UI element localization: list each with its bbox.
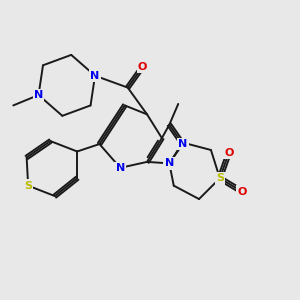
Text: O: O [138,62,147,72]
Text: S: S [216,173,224,183]
Text: N: N [165,158,174,168]
Text: N: N [90,71,100,81]
Text: S: S [24,181,32,191]
Text: N: N [34,90,43,100]
Text: O: O [224,148,233,158]
Text: O: O [238,187,247,196]
Text: N: N [178,139,187,149]
Text: N: N [116,163,125,173]
